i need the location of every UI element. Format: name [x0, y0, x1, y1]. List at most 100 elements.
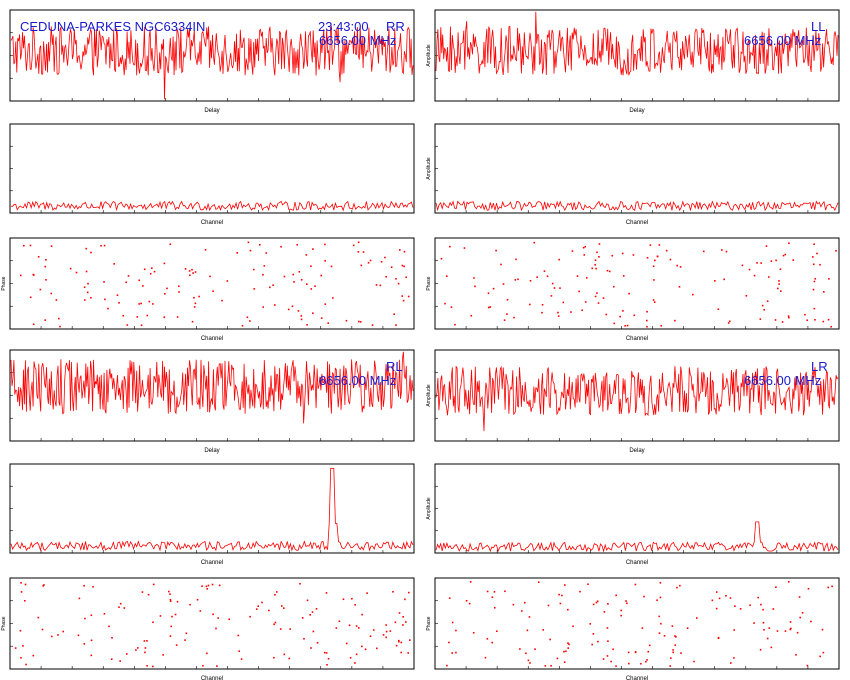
phase-point: [578, 290, 580, 293]
phase-point: [123, 607, 126, 609]
phase-point: [32, 654, 35, 657]
phase-point: [543, 270, 546, 272]
phase-point: [659, 596, 662, 599]
pol-label-ll: LL: [811, 19, 826, 34]
phase-point: [612, 285, 615, 288]
phase-point: [544, 665, 547, 667]
phase-point: [585, 277, 588, 279]
phase-point: [506, 313, 508, 315]
phase-point: [789, 621, 792, 623]
phase-point: [634, 651, 637, 653]
phase-point: [597, 640, 599, 643]
phase-point: [822, 651, 825, 654]
phase-point: [262, 273, 264, 276]
phase-point: [652, 265, 655, 268]
phase-point: [765, 245, 768, 247]
phase-point: [821, 628, 824, 631]
phase-point: [563, 650, 565, 653]
x-axis-label: Delay: [204, 108, 219, 114]
phase-point: [403, 250, 406, 253]
phase-point: [238, 650, 240, 653]
phase-point: [349, 656, 352, 659]
phase-point: [486, 638, 489, 640]
phase-point: [359, 321, 362, 323]
y-axis-label: Amplitude: [426, 384, 432, 406]
phase-point: [641, 627, 644, 629]
phase-point: [221, 299, 223, 302]
phase-point: [283, 653, 286, 656]
phase-point: [146, 314, 149, 317]
phase-point: [493, 606, 496, 609]
phase-point: [150, 267, 153, 269]
phase-point: [473, 277, 475, 279]
phase-point: [596, 292, 598, 294]
phase-point: [138, 303, 140, 305]
phase-point: [163, 316, 166, 318]
phase-point: [209, 275, 211, 278]
phase-point: [455, 629, 457, 632]
phase-point: [534, 648, 536, 650]
phase-point: [335, 627, 338, 629]
pol-label-rr: RR: [386, 19, 405, 34]
panel-ll-delay-delay: Delay Amplitude: [426, 9, 840, 114]
phase-point: [589, 623, 592, 625]
phase-point: [218, 584, 221, 587]
phase-point: [296, 243, 298, 246]
phase-point: [357, 241, 360, 244]
phase-point: [90, 251, 92, 254]
phase-point: [812, 263, 815, 266]
phase-point: [310, 288, 313, 290]
phase-point: [262, 306, 265, 308]
phase-point: [398, 640, 400, 643]
phase-point: [440, 257, 443, 260]
phase-point: [770, 646, 773, 649]
phase-point: [306, 599, 309, 602]
phase-point: [762, 608, 764, 611]
phase-point: [39, 288, 42, 291]
phase-point: [579, 590, 581, 593]
phase-point: [116, 294, 119, 296]
phase-point: [537, 581, 540, 583]
phase-point: [326, 663, 328, 666]
phase-point: [274, 593, 276, 596]
phase-point: [85, 247, 88, 250]
phase-point: [621, 252, 624, 255]
phase-point: [776, 630, 779, 632]
phase-point: [654, 259, 656, 262]
phase-point: [258, 243, 261, 246]
phase-point: [385, 630, 388, 633]
phase-point: [332, 297, 334, 299]
phase-point: [159, 615, 162, 617]
phase-point: [283, 275, 286, 278]
phase-point: [788, 316, 790, 319]
phase-point: [627, 651, 630, 654]
phase-point: [549, 638, 551, 641]
phase-point: [375, 284, 378, 286]
x-axis-label: Delay: [629, 448, 644, 454]
phase-point: [305, 283, 308, 285]
phase-point: [312, 630, 315, 633]
phase-point: [753, 274, 756, 277]
phase-point: [602, 658, 605, 660]
phase-point: [734, 605, 736, 608]
phase-point: [216, 665, 218, 667]
phase-point: [83, 286, 86, 289]
phase-point: [90, 296, 92, 299]
phase-point: [777, 287, 779, 290]
phase-point: [513, 316, 515, 319]
phase-point: [44, 319, 47, 321]
phase-point: [338, 620, 341, 623]
phase-point: [451, 621, 454, 624]
phase-point: [678, 286, 681, 288]
phase-point: [152, 583, 155, 586]
phase-point: [612, 648, 614, 651]
phase-point: [756, 262, 758, 264]
phase-point: [520, 610, 523, 612]
phase-point: [496, 630, 498, 633]
phase-point: [146, 639, 148, 642]
phase-point: [257, 605, 260, 608]
phase-point: [176, 316, 179, 318]
phase-point: [385, 636, 387, 639]
phase-point: [287, 308, 290, 311]
phase-point: [787, 581, 790, 583]
